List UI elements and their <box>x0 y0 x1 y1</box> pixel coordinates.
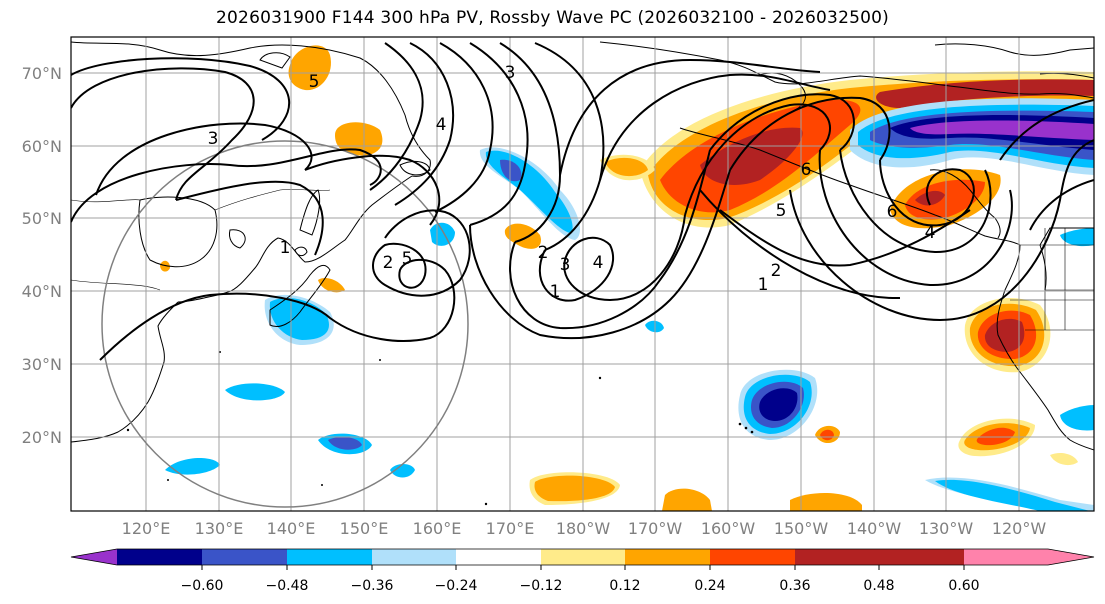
colorbar-segment <box>202 549 287 565</box>
contour-label: 2 <box>383 253 394 273</box>
colorbar-segment <box>879 549 964 565</box>
colorbar-segment <box>456 549 541 565</box>
colorbar-segment <box>795 549 879 565</box>
contour-label: 6 <box>887 202 898 222</box>
colorbar-tick-label: 0.24 <box>694 578 725 594</box>
coastlines <box>71 41 1094 451</box>
lon-label: 170°E <box>486 519 535 538</box>
pv-contours <box>71 42 1094 361</box>
colorbar-tick-label: −0.60 <box>181 578 224 594</box>
lon-label: 130°W <box>919 519 974 538</box>
colorbar-segment <box>541 549 625 565</box>
latitude-labels: 70°N 60°N 50°N 40°N 30°N 20°N <box>22 64 62 447</box>
contour-label: 2 <box>771 261 782 281</box>
lon-label: 140°E <box>267 519 316 538</box>
lat-label: 50°N <box>22 209 62 228</box>
islands <box>126 351 754 506</box>
colorbar-tick-label: 0.36 <box>779 578 810 594</box>
colorbar-segment <box>372 549 456 565</box>
lon-label: 150°W <box>774 519 829 538</box>
lon-label: 180°W <box>556 519 611 538</box>
lon-label: 120°E <box>122 519 171 538</box>
colorbar-tick-label: −0.12 <box>520 578 563 594</box>
region-circle <box>101 140 469 508</box>
contour-label: 3 <box>208 129 219 149</box>
contour-label: 4 <box>593 253 604 273</box>
contour-label: 3 <box>505 63 516 83</box>
contour-label: 6 <box>801 160 812 180</box>
contour-label: 4 <box>436 115 447 135</box>
lon-label: 150°E <box>340 519 389 538</box>
contour-label: 1 <box>550 282 561 302</box>
contour-label: 4 <box>925 223 936 243</box>
contour-label: 3 <box>560 255 571 275</box>
colorbar-tick-label: −0.36 <box>351 578 394 594</box>
contour-label: 1 <box>280 238 291 258</box>
colorbar-tick-label: 0.12 <box>609 578 640 594</box>
colorbar-tick-label: −0.48 <box>266 578 309 594</box>
colorbar-segment <box>710 549 795 565</box>
colorbar: −0.60 −0.48 −0.36 −0.24 −0.12 0.12 0.24 … <box>70 548 1095 594</box>
lat-label: 20°N <box>22 428 62 447</box>
colorbar-tick-label: 0.48 <box>863 578 894 594</box>
map-frame <box>70 36 1095 512</box>
figure-title: 2026031900 F144 300 hPa PV, Rossby Wave … <box>216 8 889 28</box>
lon-label: 160°E <box>413 519 462 538</box>
colorbar-segment <box>117 549 202 565</box>
lon-label: 170°W <box>628 519 683 538</box>
contour-label: 5 <box>309 72 320 92</box>
lon-label: 140°W <box>847 519 902 538</box>
lon-label: 160°W <box>701 519 756 538</box>
colorbar-min-extension <box>71 549 117 565</box>
lat-label: 60°N <box>22 137 62 156</box>
contour-label: 1 <box>758 275 769 295</box>
lat-label: 30°N <box>22 355 62 374</box>
colorbar-segment <box>625 549 710 565</box>
colorbar-segment <box>287 549 372 565</box>
lat-label: 70°N <box>22 64 62 83</box>
colorbar-tick-labels: −0.60 −0.48 −0.36 −0.24 −0.12 0.12 0.24 … <box>181 578 980 594</box>
pv-anomaly-fills <box>160 45 1094 511</box>
contour-label: 2 <box>538 243 549 263</box>
contour-label: 5 <box>402 249 413 269</box>
contour-label: 5 <box>776 201 787 221</box>
map-plot-area: 5 3 1 2 5 4 3 2 1 3 4 6 5 2 1 6 4 <box>71 37 1094 511</box>
longitude-labels: 120°E 130°E 140°E 150°E 160°E 170°E 180°… <box>122 519 1047 538</box>
contour-labels: 5 3 1 2 5 4 3 2 1 3 4 6 5 2 1 6 4 <box>208 63 936 302</box>
colorbar-tick-label: 0.60 <box>948 578 979 594</box>
graticule <box>71 37 1094 511</box>
lat-label: 40°N <box>22 282 62 301</box>
lon-label: 130°E <box>195 519 244 538</box>
colorbar-tick-label: −0.24 <box>435 578 478 594</box>
lon-label: 120°W <box>992 519 1047 538</box>
